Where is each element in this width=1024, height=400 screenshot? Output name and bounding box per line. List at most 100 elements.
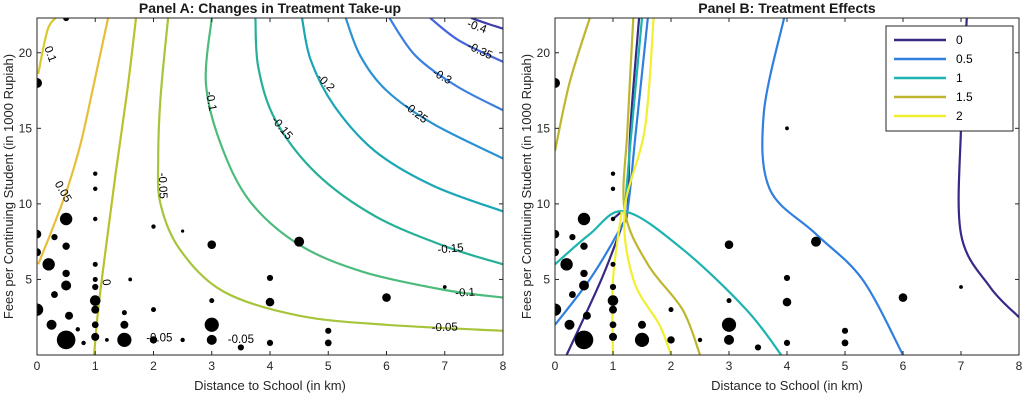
- y-tick-label: 5: [25, 272, 32, 286]
- contour-line: [388, 18, 503, 112]
- contour-label: -0.05: [431, 321, 458, 334]
- scatter-point: [91, 305, 100, 314]
- y-tick-label: 15: [537, 121, 551, 135]
- scatter-point: [151, 307, 156, 313]
- scatter-point: [609, 321, 617, 329]
- contour-label: -0.1: [455, 287, 475, 300]
- scatter-point: [574, 330, 594, 350]
- contour-line: [300, 18, 503, 213]
- scatter-point: [266, 339, 274, 347]
- scatter-point: [92, 261, 98, 267]
- contour-line: [761, 18, 904, 355]
- scatter-point: [610, 186, 616, 191]
- scatter-point: [783, 274, 791, 282]
- scatter-point: [564, 319, 575, 330]
- y-tick-label: 20: [19, 46, 33, 60]
- scatter-point: [442, 285, 447, 289]
- scatter-point: [555, 77, 560, 88]
- x-tick-label: 1: [610, 359, 617, 373]
- scatter-point: [754, 344, 762, 351]
- scatter-point: [266, 274, 274, 282]
- scatter-point: [180, 337, 185, 343]
- scatter-point: [610, 216, 616, 222]
- x-tick-label: 6: [383, 359, 390, 373]
- scatter-point: [782, 297, 792, 307]
- scatter-point: [724, 240, 734, 249]
- scatter-point: [37, 77, 42, 88]
- scatter-point: [811, 236, 821, 247]
- scatter-point: [56, 330, 76, 350]
- contour-line: [204, 18, 503, 299]
- scatter-point: [382, 293, 391, 302]
- contour-line: [622, 18, 702, 355]
- contour-line: [37, 18, 57, 75]
- scatter-point: [959, 285, 963, 289]
- x-tick-label: 6: [900, 359, 907, 373]
- y-axis-label: Fees per Continuing Student (in 1000 Rup…: [1, 54, 16, 319]
- legend-entry-label: 1.5: [956, 90, 973, 104]
- x-tick-label: 2: [150, 359, 157, 373]
- scatter-point: [93, 171, 98, 176]
- scatter-point: [237, 344, 244, 351]
- scatter-point: [726, 298, 732, 304]
- plot-content: [555, 18, 1019, 355]
- scatter-point: [609, 305, 617, 314]
- scatter-point: [609, 283, 617, 291]
- scatter-point: [582, 311, 591, 320]
- legend-entry-label: 2: [956, 109, 963, 123]
- contour-label: -0.15: [437, 242, 464, 256]
- x-tick-label: 7: [441, 359, 448, 373]
- scatter-point: [668, 307, 674, 313]
- x-tick-label: 3: [208, 359, 215, 373]
- scatter-point: [93, 186, 98, 191]
- x-tick-label: 7: [958, 359, 965, 373]
- panel-title: Panel B: Treatment Effects: [698, 0, 876, 16]
- scatter-point: [324, 339, 332, 347]
- scatter-point: [181, 229, 185, 233]
- x-tick-label: 8: [500, 359, 507, 373]
- scatter-point: [569, 234, 576, 241]
- scatter-point: [294, 236, 305, 247]
- scatter-point: [81, 340, 86, 346]
- scatter-point: [569, 291, 576, 298]
- contour-line: [470, 18, 503, 30]
- legend-entry-label: 0: [956, 33, 963, 47]
- scatter-point: [697, 337, 703, 343]
- x-tick-label: 1: [92, 359, 99, 373]
- scatter-point: [37, 248, 41, 257]
- y-tick-label: 20: [537, 46, 551, 60]
- scatter-point: [61, 280, 72, 291]
- scatter-point: [610, 171, 616, 176]
- scatter-point: [634, 332, 650, 347]
- y-tick-label: 10: [537, 197, 551, 211]
- x-tick-label: 5: [842, 359, 849, 373]
- x-axis-label: Distance to School (in km): [711, 378, 863, 393]
- x-tick-label: 4: [267, 359, 274, 373]
- scatter-point: [121, 310, 127, 316]
- contour-line: [429, 18, 503, 63]
- scatter-point: [638, 320, 646, 329]
- x-tick-label: 2: [668, 359, 675, 373]
- contour-label: 0: [99, 279, 112, 287]
- scatter-point: [92, 276, 98, 282]
- scatter-point: [785, 126, 789, 131]
- x-axis-label: Distance to School (in km): [194, 378, 346, 393]
- legend-entry-label: 1: [956, 71, 963, 85]
- x-tick-label: 8: [1016, 359, 1023, 373]
- scatter-point: [120, 320, 129, 329]
- contour-label: -0.1: [203, 90, 218, 112]
- x-tick-label: 3: [726, 359, 733, 373]
- scatter-point: [206, 334, 217, 345]
- scatter-point: [128, 277, 133, 282]
- scatter-point: [91, 332, 100, 341]
- scatter-point: [117, 332, 132, 347]
- x-tick-label: 0: [34, 359, 41, 373]
- scatter-point: [92, 283, 99, 291]
- scatter-point: [667, 336, 675, 344]
- scatter-point: [42, 258, 55, 271]
- scatter-point: [204, 317, 219, 332]
- contour-label: 0.1: [41, 45, 58, 64]
- scatter-point: [721, 317, 737, 332]
